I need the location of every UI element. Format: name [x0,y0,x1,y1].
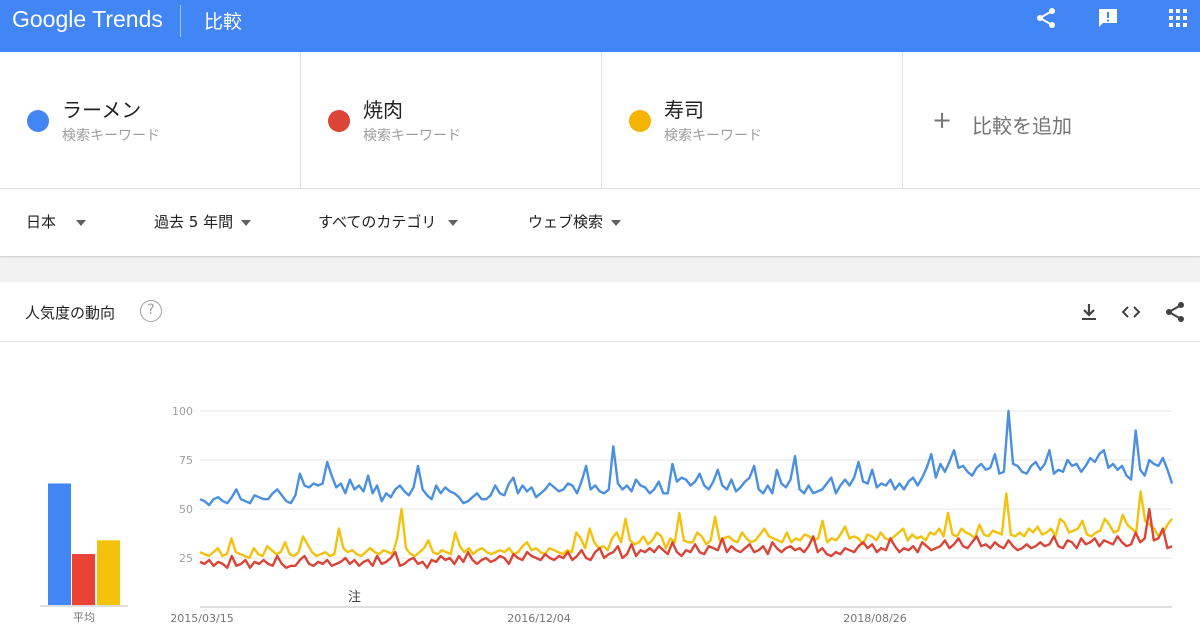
app-header: Google Trends 比較 [0,0,1200,52]
embed-icon[interactable] [1119,300,1143,324]
plus-icon: + [932,106,953,134]
category-dropdown[interactable]: すべてのカテゴリ [318,211,459,232]
term-card-sushi[interactable]: 寿司 検索キーワード [602,52,903,188]
region-dropdown[interactable]: 日本 [26,211,87,232]
add-comparison-label: 比較を追加 [972,114,1072,138]
term-color-dot [629,110,651,132]
chevron-down-icon [241,219,252,226]
share-icon[interactable] [1034,6,1058,30]
time-range-value: 過去 5 年間 [154,213,234,231]
google-trends-logo[interactable]: Google Trends [12,6,163,32]
add-comparison-button[interactable]: + 比較を追加 [904,52,1200,188]
term-card-yakiniku[interactable]: 焼肉 検索キーワード [301,52,602,188]
header-divider [180,5,181,37]
page-title: 比較 [204,11,243,33]
term-name[interactable]: ラーメン [62,98,142,122]
section-gap [0,258,1200,282]
term-name[interactable]: 焼肉 [363,98,403,122]
chevron-down-icon [611,219,622,226]
chevron-down-icon [76,219,87,226]
chevron-down-icon [448,219,459,226]
search-type-dropdown[interactable]: ウェブ検索 [528,211,622,232]
comparison-terms: ラーメン 検索キーワード 焼肉 検索キーワード 寿司 検索キーワード + 比較を… [0,52,1200,189]
term-color-dot [27,110,49,132]
help-icon[interactable]: ? [140,300,162,322]
download-icon[interactable] [1077,300,1101,324]
filter-bar: 日本 過去 5 年間 すべてのカテゴリ ウェブ検索 [0,189,1200,257]
interest-over-time-card: 人気度の動向 ? [0,282,1200,626]
category-value: すべてのカテゴリ [318,213,437,231]
term-name[interactable]: 寿司 [664,98,704,122]
card-header: 人気度の動向 ? [0,282,1200,342]
feedback-icon[interactable] [1096,6,1120,30]
search-type-value: ウェブ検索 [528,213,604,231]
share-icon[interactable] [1163,300,1187,324]
term-type: 検索キーワード [363,128,461,144]
region-value: 日本 [26,213,57,231]
term-type: 検索キーワード [62,128,160,144]
card-title: 人気度の動向 [25,304,116,322]
term-card-ramen[interactable]: ラーメン 検索キーワード [0,52,301,188]
apps-icon[interactable] [1166,6,1190,30]
term-color-dot [328,110,350,132]
term-type: 検索キーワード [664,128,762,144]
time-range-dropdown[interactable]: 過去 5 年間 [154,211,252,232]
